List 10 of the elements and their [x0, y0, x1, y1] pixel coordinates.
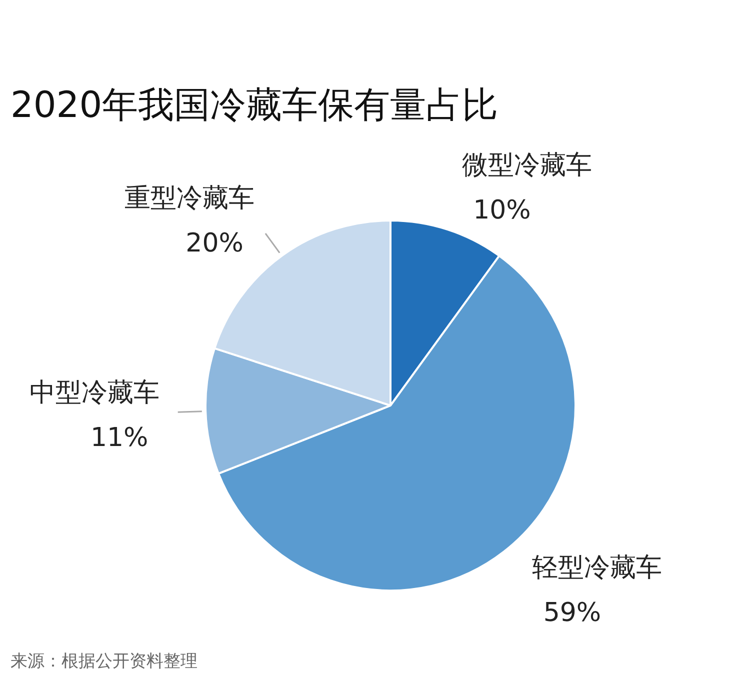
source-note: 来源：根据公开资料整理 [10, 652, 198, 672]
data-label: 59% [543, 598, 602, 628]
data-label: 10% [473, 196, 531, 226]
slice-label: 重型冷藏车 [124, 183, 255, 214]
data-label: 11% [90, 422, 148, 453]
slice-label: 轻型冷藏车 [532, 553, 662, 584]
data-label: 20% [186, 228, 244, 258]
chart-title: 2020年我国冷藏车保有量占比 [10, 85, 498, 126]
slice-label: 微型冷藏车 [462, 150, 592, 181]
slice-label: 中型冷藏车 [29, 378, 160, 408]
